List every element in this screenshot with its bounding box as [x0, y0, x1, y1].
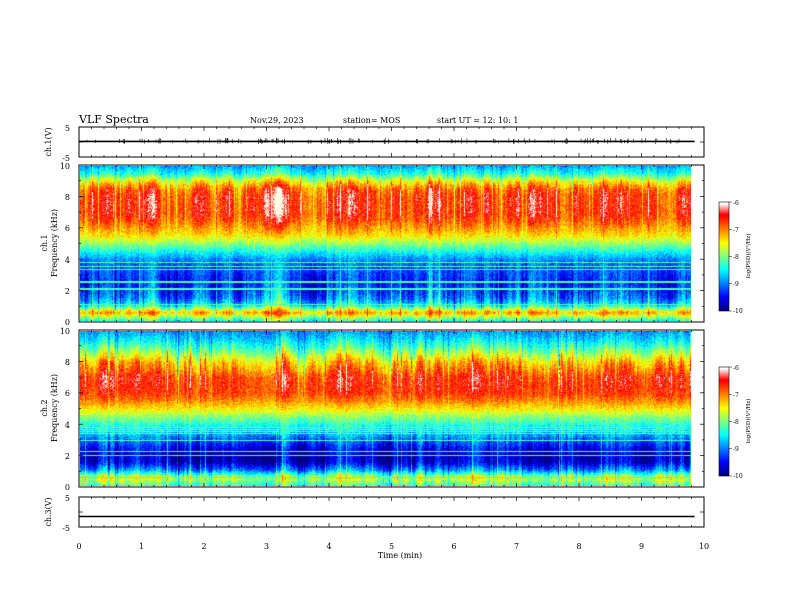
- ch3-ytick-top: 5: [65, 494, 70, 503]
- ch2-colorbar-label: log(PSD)(V²/Hz): [745, 399, 752, 444]
- date-label: Nov.29, 2023: [250, 116, 304, 125]
- spec1-ytick-8: 8: [65, 193, 70, 202]
- xtick-3: 3: [264, 542, 269, 551]
- ch2-spec-ylabel-line1: ch.2: [40, 399, 49, 416]
- ch2-cbar-tick-m8: -8: [733, 419, 739, 426]
- xtick-0: 0: [76, 542, 81, 551]
- spec1-ytick-0: 0: [65, 318, 70, 327]
- ch2-cbar-tick-m10: -10: [733, 473, 743, 480]
- x-tick-labels: 0 1 2 3 4 5 6 7 8 9 10: [76, 542, 709, 551]
- spec2-ytick-0: 0: [65, 483, 70, 492]
- ch1-spec-ylabel-line2: Frequency (kHz): [50, 209, 59, 277]
- start-time-label: start UT = 12: 10: 1: [437, 116, 518, 125]
- ch2-spectrogram-image: [80, 331, 691, 486]
- spec2-ytick-2: 2: [65, 452, 70, 461]
- ch1-waveform-spikes: [86, 137, 680, 144]
- ch2-cbar-tick-m6: -6: [733, 365, 739, 372]
- ch1-colorbar-ticks: -6 -7 -8 -9 -10: [733, 200, 743, 315]
- station-label: station= MOS: [343, 116, 400, 125]
- ch2-colorbar-ticks: -6 -7 -8 -9 -10: [733, 365, 743, 480]
- ch1-cbar-tick-m9: -9: [733, 281, 739, 288]
- ch1-colorbar-label: log(PSD)(V²/Hz): [745, 234, 752, 279]
- ch1-spec-ylabel-line1: ch.1: [40, 234, 49, 251]
- spec2-ytick-8: 8: [65, 358, 70, 367]
- xtick-5: 5: [389, 542, 394, 551]
- spec2-ytick-6: 6: [65, 389, 70, 398]
- ch1-cbar-tick-m7: -7: [733, 227, 739, 234]
- ch3-ylabel: ch.3(V): [44, 497, 53, 526]
- x-axis-label: Time (min): [378, 551, 422, 560]
- ch2-cbar-tick-m9: -9: [733, 446, 739, 453]
- ch2-colorbar: [719, 367, 729, 476]
- xtick-10: 10: [699, 542, 709, 551]
- spec1-ytick-4: 4: [65, 256, 70, 265]
- xtick-7: 7: [514, 542, 519, 551]
- ch1-cbar-tick-m6: -6: [733, 200, 739, 207]
- spec2-ytick-10: 10: [60, 327, 70, 336]
- tick-marks: [78, 126, 732, 528]
- spec2-ytick-4: 4: [65, 421, 70, 430]
- chart-title: VLF Spectra: [78, 113, 149, 126]
- ch3-ytick-bottom: -5: [62, 524, 70, 533]
- xtick-6: 6: [451, 542, 456, 551]
- spec1-ytick-2: 2: [65, 287, 70, 296]
- spec1-ytick-10: 10: [60, 162, 70, 171]
- xtick-8: 8: [576, 542, 581, 551]
- ch1-colorbar: [719, 202, 729, 311]
- ch1-cbar-tick-m10: -10: [733, 308, 743, 315]
- xtick-9: 9: [639, 542, 644, 551]
- spec1-ytick-6: 6: [65, 224, 70, 233]
- ch2-spec-ylabel-line2: Frequency (kHz): [50, 374, 59, 442]
- ch1-ytick-top: 5: [65, 124, 70, 133]
- ch1-ylabel: ch.1(V): [44, 127, 53, 156]
- ch1-ytick-bottom: -5: [62, 154, 70, 163]
- ch2-cbar-tick-m7: -7: [733, 392, 739, 399]
- ch1-spectrogram-image: [80, 166, 691, 321]
- ch3-waveform-frame: [78, 496, 705, 528]
- xtick-2: 2: [201, 542, 206, 551]
- ch1-cbar-tick-m8: -8: [733, 254, 739, 261]
- xtick-1: 1: [139, 542, 144, 551]
- xtick-4: 4: [326, 542, 331, 551]
